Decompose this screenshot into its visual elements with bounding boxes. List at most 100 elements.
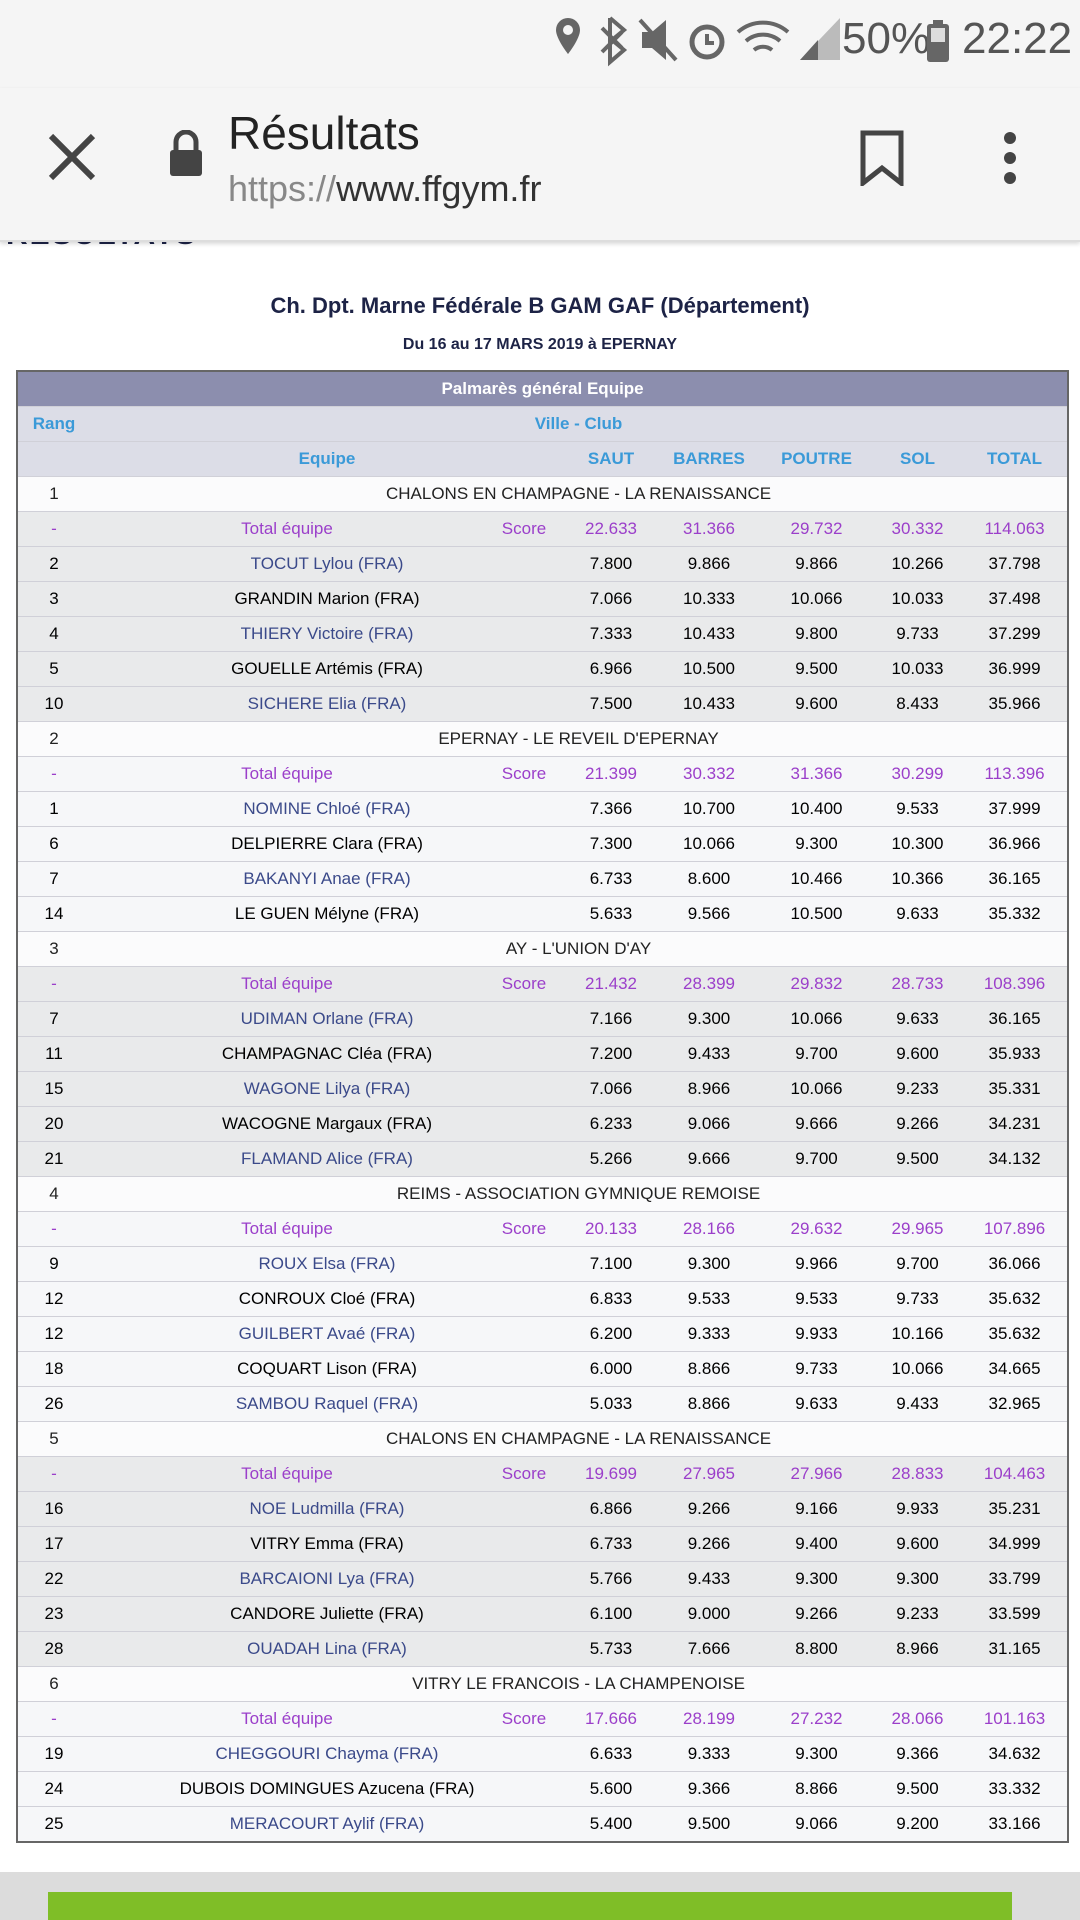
member-row: 21 FLAMAND Alice (FRA) 5.266 9.666 9.700 9.50… [17, 1141, 1069, 1177]
score-cell: 37.999 [962, 791, 1069, 827]
total-cell: 30.332 [658, 756, 760, 792]
total-cell: 104.463 [962, 1456, 1069, 1492]
score-cell: 9.500 [873, 1141, 962, 1177]
score-cell: 37.498 [962, 581, 1069, 617]
score-cell: 9.566 [658, 896, 760, 932]
score-cell: 12 [17, 1316, 90, 1352]
score-cell: 35.231 [962, 1491, 1069, 1527]
score-cell: 36.066 [962, 1246, 1069, 1282]
score-cell: 34.632 [962, 1736, 1069, 1772]
close-button[interactable] [47, 132, 97, 182]
score-cell: 36.165 [962, 861, 1069, 897]
total-cell: Score [484, 1456, 564, 1492]
gymnast-name: DUBOIS DOMINGUES Azucena (FRA) [90, 1771, 564, 1807]
score-cell: 6.233 [564, 1106, 658, 1142]
url-scheme: https:// [228, 168, 337, 209]
score-cell: 5.633 [564, 896, 658, 932]
banner[interactable] [48, 1892, 1012, 1920]
footer-bar [0, 1872, 1080, 1920]
score-cell: 35.632 [962, 1316, 1069, 1352]
score-cell: 6.866 [564, 1491, 658, 1527]
score-cell: 6 [17, 826, 90, 862]
score-cell: 9.666 [760, 1106, 873, 1142]
score-cell: 5.400 [564, 1806, 658, 1843]
member-row: 20 WACOGNE Margaux (FRA) 6.233 9.066 9.666 9.… [17, 1106, 1069, 1142]
rank-header: Rang [17, 406, 90, 442]
total-cell: Score [484, 511, 564, 547]
score-cell: 10 [17, 686, 90, 722]
member-row: 15 WAGONE Lilya (FRA) 7.066 8.966 10.066 9.23… [17, 1071, 1069, 1107]
bookmark-button[interactable] [859, 130, 905, 186]
team-rank: 6 [17, 1666, 90, 1702]
score-cell: 24 [17, 1771, 90, 1807]
team-total-row: - Total équipe Score 17.666 28.199 27.232 28.0… [17, 1701, 1069, 1737]
score-cell: 10.066 [760, 1071, 873, 1107]
score-cell: 9.166 [760, 1491, 873, 1527]
score-cell: 26 [17, 1386, 90, 1422]
score-cell: 35.632 [962, 1281, 1069, 1317]
team-row: 3 AY - L'UNION D'AY [17, 931, 1069, 967]
score-cell: 10.033 [873, 581, 962, 617]
total-cell: - [17, 966, 90, 1002]
score-cell: 9.866 [658, 546, 760, 582]
member-row: 22 BARCAIONI Lya (FRA) 5.766 9.433 9.300 9.30… [17, 1561, 1069, 1597]
member-row: 23 CANDORE Juliette (FRA) 6.100 9.000 9.266 9… [17, 1596, 1069, 1632]
score-cell: 6.633 [564, 1736, 658, 1772]
score-cell: 9.733 [873, 616, 962, 652]
score-cell: 8.866 [658, 1386, 760, 1422]
score-cell: 35.966 [962, 686, 1069, 722]
score-cell: 9.300 [760, 1561, 873, 1597]
gymnast-name: TOCUT Lylou (FRA) [90, 546, 564, 582]
total-cell: 29.832 [760, 966, 873, 1002]
score-cell: 5.766 [564, 1561, 658, 1597]
score-cell: 10.433 [658, 686, 760, 722]
member-row: 26 SAMBOU Raquel (FRA) 5.033 8.866 9.633 9.43… [17, 1386, 1069, 1422]
team-rank: 5 [17, 1421, 90, 1457]
score-cell: 9.733 [760, 1351, 873, 1387]
score-cell: 10.033 [873, 651, 962, 687]
browser-toolbar: Résultats https://www.ffgym.fr [0, 88, 1080, 242]
team-row: 5 CHALONS EN CHAMPAGNE - LA RENAISSANCE [17, 1421, 1069, 1457]
url[interactable]: https://www.ffgym.fr [228, 168, 541, 210]
score-cell: 7 [17, 861, 90, 897]
score-cell: 6.833 [564, 1281, 658, 1317]
score-cell: 21 [17, 1141, 90, 1177]
page-title: Résultats [228, 107, 420, 159]
score-cell: 10.066 [658, 826, 760, 862]
member-row: 6 DELPIERRE Clara (FRA) 7.300 10.066 9.300 10… [17, 826, 1069, 862]
score-cell: 12 [17, 1281, 90, 1317]
column-header: TOTAL [962, 441, 1069, 477]
score-cell: 25 [17, 1806, 90, 1843]
score-cell: 8.433 [873, 686, 962, 722]
score-cell: 10.066 [760, 581, 873, 617]
gymnast-name: GOUELLE Artémis (FRA) [90, 651, 564, 687]
total-cell: 28.066 [873, 1701, 962, 1737]
header-row: Equipe SAUT BARRES POUTRE SOL TOTAL [17, 441, 1069, 477]
team-rank: 3 [17, 931, 90, 967]
member-row: 12 GUILBERT Avaé (FRA) 6.200 9.333 9.933 10.1… [17, 1316, 1069, 1352]
score-cell: 17 [17, 1526, 90, 1562]
column-header: Equipe [90, 441, 564, 477]
score-cell: 9.633 [873, 1001, 962, 1037]
score-cell: 9.400 [760, 1526, 873, 1562]
score-cell: 32.965 [962, 1386, 1069, 1422]
column-header: SAUT [564, 441, 658, 477]
score-cell: 7.066 [564, 581, 658, 617]
team-club: CHALONS EN CHAMPAGNE - LA RENAISSANCE [90, 476, 1069, 512]
gymnast-name: GRANDIN Marion (FRA) [90, 581, 564, 617]
member-row: 1 NOMINE Chloé (FRA) 7.366 10.700 10.400 9.53… [17, 791, 1069, 827]
gymnast-name: OUADAH Lina (FRA) [90, 1631, 564, 1667]
total-cell: Total équipe [90, 966, 484, 1002]
total-cell: 107.896 [962, 1211, 1069, 1247]
member-row: 4 THIERY Victoire (FRA) 7.333 10.433 9.800 9.… [17, 616, 1069, 652]
total-cell: 28.833 [873, 1456, 962, 1492]
menu-button[interactable] [1000, 130, 1020, 186]
total-cell: 27.232 [760, 1701, 873, 1737]
score-cell: 9.266 [658, 1526, 760, 1562]
gymnast-name: NOE Ludmilla (FRA) [90, 1491, 564, 1527]
score-cell: 9.266 [873, 1106, 962, 1142]
score-cell: 5.600 [564, 1771, 658, 1807]
gymnast-name: ROUX Elsa (FRA) [90, 1246, 564, 1282]
gymnast-name: LE GUEN Mélyne (FRA) [90, 896, 564, 932]
total-cell: 20.133 [564, 1211, 658, 1247]
